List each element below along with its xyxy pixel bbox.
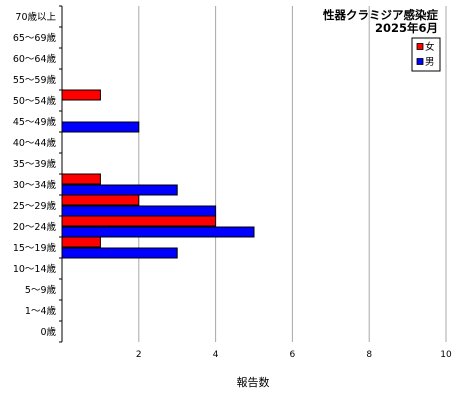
bar	[61, 121, 140, 133]
x-tick-label: 10	[440, 350, 452, 360]
plot-area	[62, 6, 446, 342]
chart-title: 性器クラミジア感染症	[323, 8, 438, 22]
bar	[61, 184, 178, 196]
legend: 女男	[411, 37, 441, 72]
bar	[61, 173, 101, 185]
category-label: 15～19歳	[13, 242, 57, 254]
x-tick-label: 6	[290, 350, 296, 360]
legend-swatch	[416, 43, 424, 50]
category-label: 60～64歳	[13, 53, 57, 65]
x-tick-label: 2	[136, 350, 142, 360]
gridlines	[138, 6, 447, 342]
bar	[61, 205, 217, 217]
category-label: 20～24歳	[13, 221, 57, 233]
x-tick-label: 4	[213, 350, 219, 360]
legend-label: 男	[425, 57, 435, 68]
legend-label: 女	[425, 41, 435, 53]
bar	[61, 226, 255, 238]
x-axis-label: 報告数	[237, 376, 270, 389]
category-label: 35～39歳	[13, 158, 57, 170]
category-label: 5～9歳	[25, 284, 57, 296]
category-label: 10～14歳	[13, 263, 57, 275]
category-label: 70歳以上	[15, 11, 56, 23]
category-label: 30～34歳	[13, 179, 57, 191]
category-label: 45～49歳	[13, 116, 57, 128]
x-tick-labels: 2 4 6 8 10	[136, 350, 452, 360]
category-label: 0歳	[40, 326, 56, 338]
chart-subtitle: 2025年6月	[375, 21, 438, 35]
bar	[61, 247, 178, 259]
x-tick-label: 8	[366, 350, 372, 360]
bar	[61, 194, 140, 206]
legend-items: 女男	[416, 41, 435, 68]
category-label: 25～29歳	[13, 200, 57, 212]
y-tick-marks	[59, 5, 62, 343]
bar	[61, 236, 101, 248]
bar	[61, 215, 217, 227]
category-label: 65～69歳	[13, 32, 57, 44]
category-labels: 70歳以上 65～69歳 60～64歳 55～59歳 50～54歳 45～49歳 40～44…	[13, 11, 57, 338]
category-label: 55～59歳	[13, 74, 57, 86]
bar	[61, 89, 101, 101]
legend-swatch	[416, 58, 424, 65]
category-label: 50～54歳	[13, 95, 57, 107]
category-label: 40～44歳	[13, 137, 57, 149]
category-label: 1～4歳	[25, 305, 57, 317]
